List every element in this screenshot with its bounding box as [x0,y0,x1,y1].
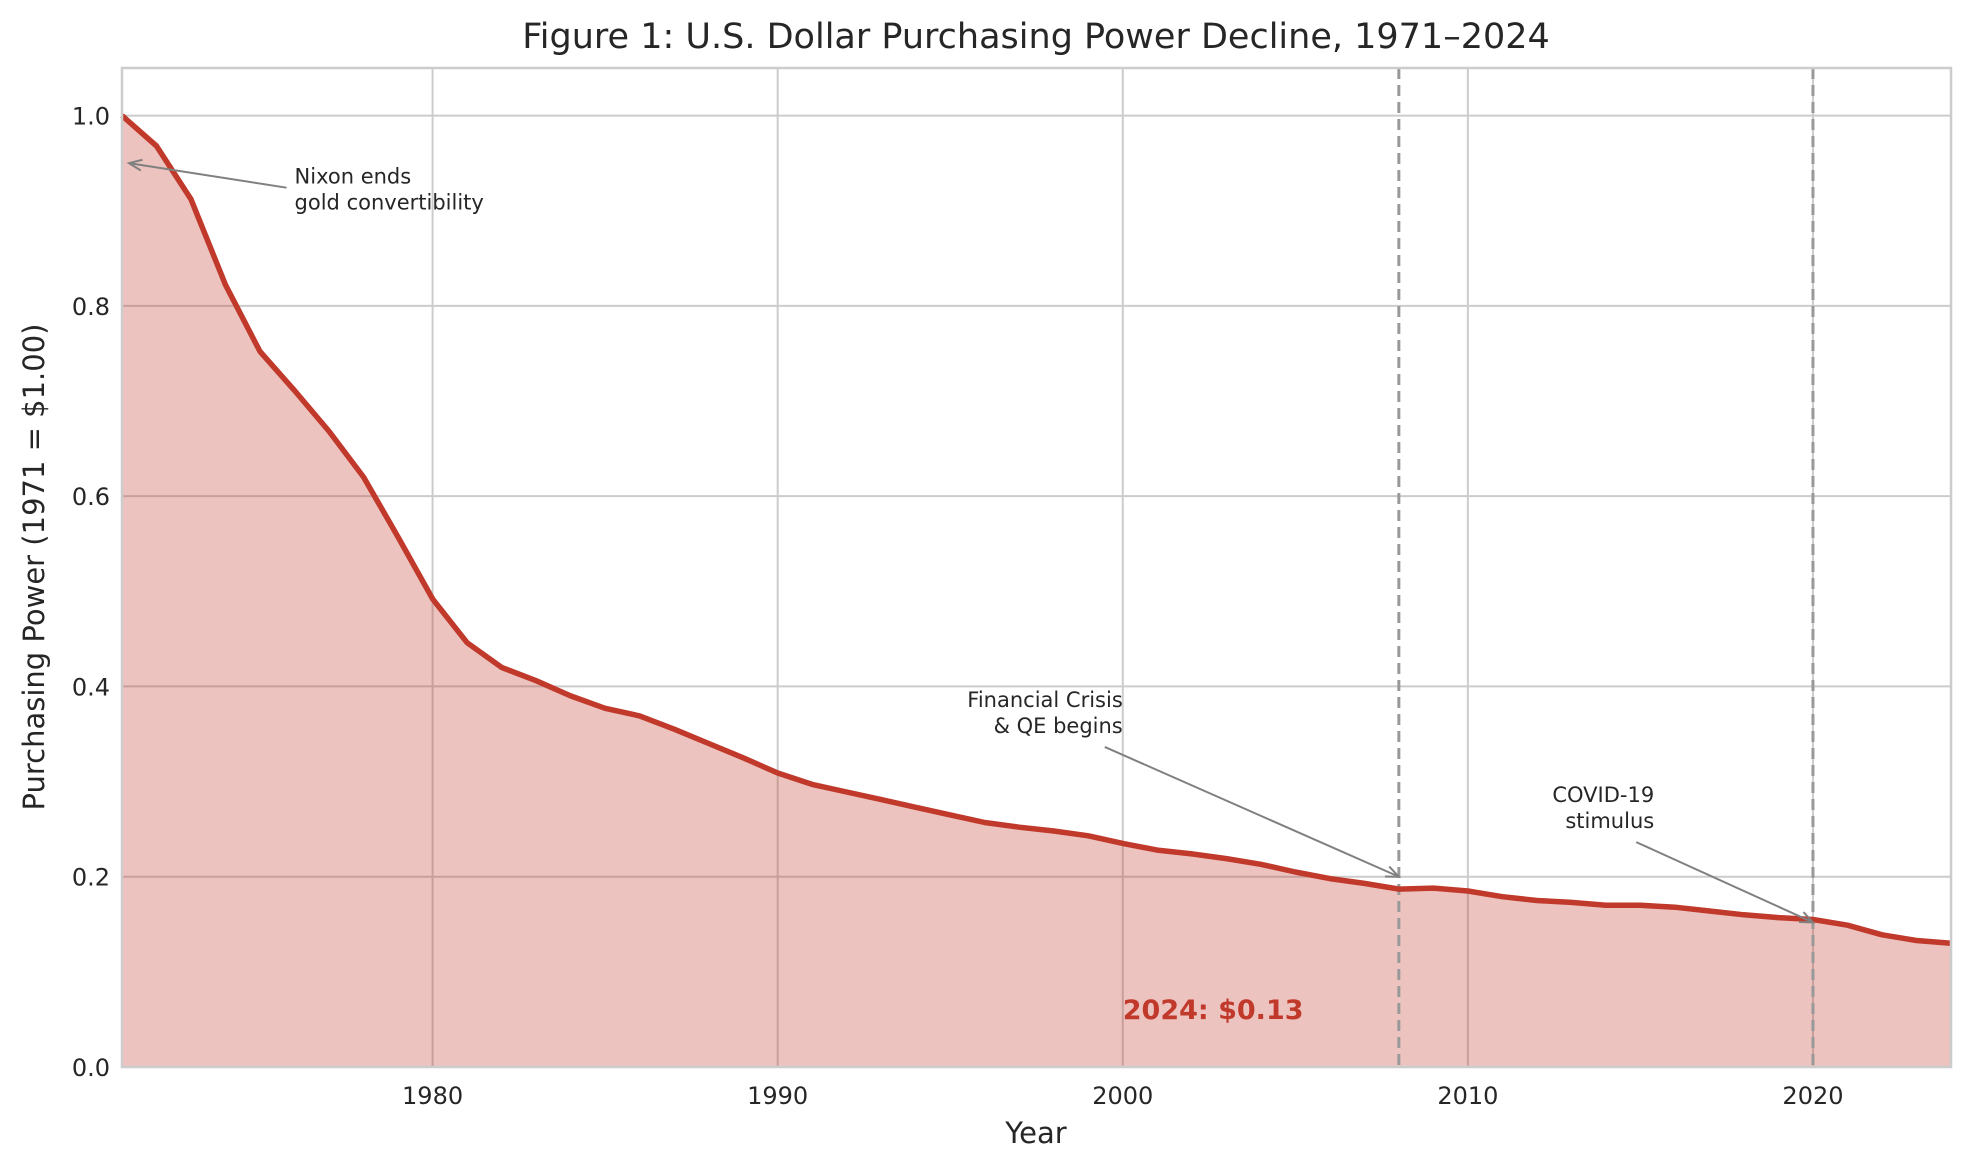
plot-area [120,68,1952,1068]
annotation-text: Nixon ends [295,165,412,189]
arrowhead-icon [1798,911,1816,924]
ticks: 1980 1990 2000 2010 2020 0.0 0.2 0.4 0.6 0.8 1.0 [72,103,1844,1110]
y-tick-label: 0.0 [72,1054,110,1082]
y-tick-label: 0.8 [72,293,110,321]
y-tick-label: 1.0 [72,103,110,131]
x-tick-label: 2020 [1782,1082,1843,1110]
axes-frame [120,66,1953,1069]
annotation-text: gold convertibility [295,191,484,215]
y-axis-label: Purchasing Power (1971 = $1.00) [17,324,51,811]
annotation-text: COVID-19 [1552,783,1654,807]
x-tick-label: 2010 [1437,1082,1498,1110]
final-value-label: 2024: $0.13 [1123,995,1304,1026]
annotation-text: stimulus [1565,809,1654,833]
y-tick-label: 0.6 [72,483,110,511]
y-tick-label: 0.4 [72,673,110,701]
x-tick-label: 1990 [747,1082,808,1110]
x-axis-label: Year [1004,1116,1066,1150]
y-tick-label: 0.2 [72,864,110,892]
area-fill [122,115,1951,1068]
annotation-arrow [128,162,287,189]
purchasing-power-line [120,113,1952,947]
annotation-text: Financial Crisis [967,688,1122,712]
annotation-text: & QE begins [994,714,1123,738]
annotation-arrow [1104,746,1400,878]
arrowhead-icon [126,158,143,172]
annotation-arrow [1635,841,1814,924]
x-tick-label: 1980 [402,1082,463,1110]
x-tick-label: 2000 [1092,1082,1153,1110]
arrowhead-icon [1384,865,1402,878]
chart-title: Figure 1: U.S. Dollar Purchasing Power D… [522,17,1550,57]
